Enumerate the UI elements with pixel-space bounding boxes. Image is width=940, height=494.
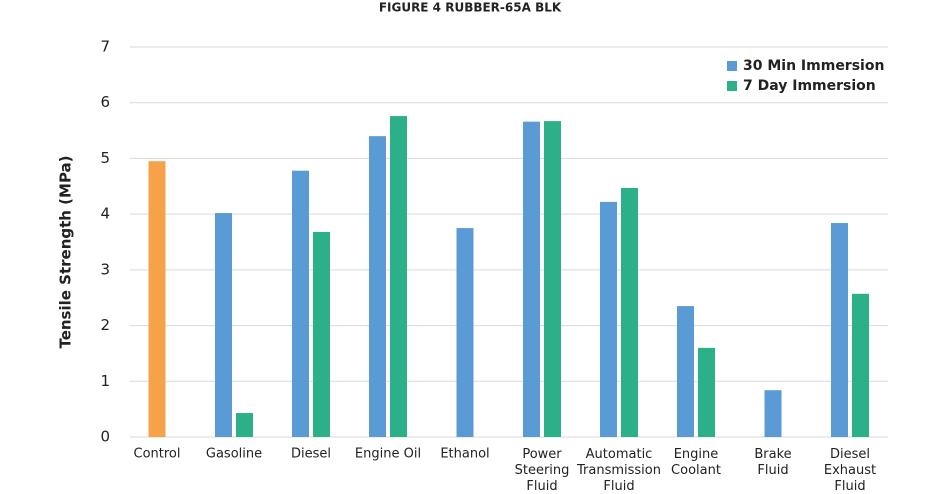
x-tick-label: Ethanol [440, 447, 489, 462]
legend-swatch [727, 81, 737, 91]
x-tick-label: Engine Oil [355, 447, 421, 462]
bar [523, 121, 540, 438]
y-axis-label: Tensile Strength (MPa) [57, 155, 75, 348]
x-tick-label: Gasoline [206, 447, 262, 462]
chart-title: FIGURE 4 RUBBER-65A BLK [379, 1, 562, 15]
bar [831, 223, 848, 437]
bar [621, 187, 638, 437]
y-tick-label: 1 [100, 372, 110, 390]
y-tick-label: 6 [100, 93, 110, 111]
legend-label: 30 Min Immersion [743, 58, 884, 74]
y-tick-label: 0 [100, 428, 110, 446]
y-tick-label: 2 [100, 316, 110, 334]
x-tick-label: Control [134, 447, 181, 462]
y-tick-label: 3 [100, 260, 110, 278]
bar [148, 161, 166, 437]
x-tick-label: Power Steering Fluid [515, 447, 570, 494]
x-tick-label: Engine Coolant [671, 447, 721, 478]
legend-swatch [727, 61, 737, 71]
y-tick-label: 4 [100, 205, 110, 223]
bar [852, 293, 869, 437]
bar [369, 136, 386, 437]
bar [698, 347, 715, 437]
y-tick-label: 5 [100, 149, 110, 167]
bar [764, 390, 782, 437]
bar [456, 228, 474, 437]
bar [236, 413, 253, 437]
x-tick-label: Diesel Exhaust Fluid [824, 447, 876, 494]
x-tick-label: Brake Fluid [754, 447, 791, 478]
bar [390, 116, 407, 437]
y-tick-label: 7 [100, 38, 110, 56]
bar [292, 170, 309, 437]
x-tick-label: Automatic Transmission Fluid [576, 447, 661, 494]
bar [215, 213, 232, 437]
bar [677, 306, 694, 437]
bar [313, 231, 330, 437]
legend-label: 7 Day Immersion [743, 78, 876, 94]
x-tick-label: Diesel [291, 447, 331, 462]
bar [600, 201, 617, 437]
bar [544, 121, 561, 437]
